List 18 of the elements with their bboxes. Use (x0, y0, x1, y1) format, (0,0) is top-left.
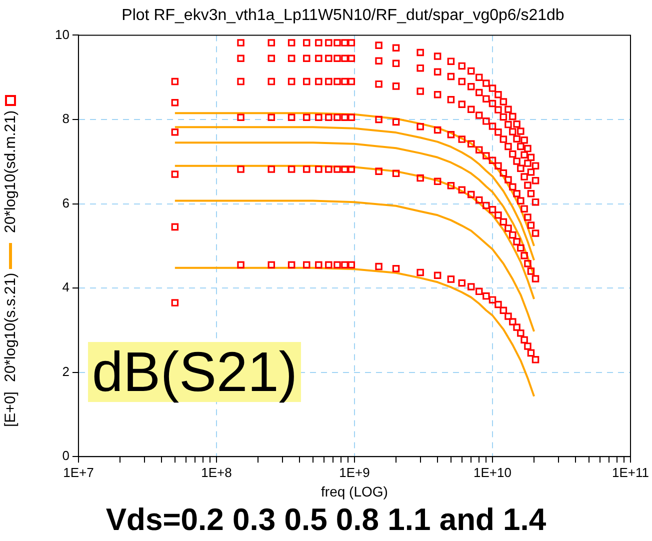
text: Vds=0.2 0.3 0.5 0.8 1.1 and 1.4 (104, 502, 548, 538)
x-tick-label: 1E+11 (612, 464, 650, 480)
annotation: dB(S21) (88, 340, 302, 403)
y-tick-label: 2 (62, 364, 70, 379)
x-tick-label: 1E+7 (63, 464, 94, 480)
y-tick-label: 8 (62, 111, 70, 126)
y-tick-label: 4 (62, 280, 70, 295)
legend-label: 20*log10(sd.m.21) (2, 110, 19, 233)
legend-label: 20*log10(s.s.21) (2, 272, 19, 382)
y-tick-label: 6 (62, 195, 70, 210)
x-tick-label: 1E+10 (474, 464, 512, 480)
y-axis-title: [E+0] (2, 392, 19, 428)
chart-title: Plot RF_ekv3n_vth1a_Lp11W5N10/RF_dut/spar_vg0p6/s21db (122, 7, 564, 24)
y-tick-label: 10 (54, 26, 70, 42)
x-tick-label: 1E+8 (201, 464, 232, 480)
x-axis-title: freq (LOG) (321, 483, 388, 500)
x-tick-label: 1E+9 (339, 464, 370, 480)
y-tick-label: 0 (62, 448, 70, 464)
